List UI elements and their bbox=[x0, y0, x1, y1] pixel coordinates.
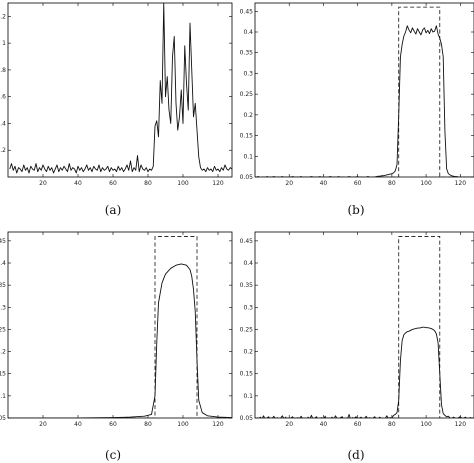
x-tick-label: 100 bbox=[420, 180, 432, 187]
signal-line bbox=[256, 326, 474, 418]
x-tick-label: 60 bbox=[354, 180, 362, 187]
panel-caption: (a) bbox=[105, 203, 122, 217]
x-tick-label: 20 bbox=[285, 421, 293, 428]
x-tick-label: 120 bbox=[212, 421, 224, 428]
x-tick-label: 100 bbox=[177, 180, 189, 187]
y-tick-label: 0.15 bbox=[0, 371, 6, 378]
y-tick-label: 0.45 bbox=[240, 238, 254, 245]
x-tick-label: 60 bbox=[109, 180, 117, 187]
y-tick-label: 0.1 bbox=[0, 393, 6, 400]
axes-frame bbox=[7, 2, 233, 178]
signal-line bbox=[256, 25, 474, 177]
axes-frame bbox=[254, 2, 474, 178]
y-tick-label: 0.35 bbox=[240, 282, 254, 289]
y-tick-label: 1 bbox=[2, 40, 6, 47]
panel-4: 20 40 60 80 100 120 0.05 0.1 0.15 0.2 0.25 0.3 0.35 0… bbox=[240, 231, 474, 462]
x-tick-label: 20 bbox=[39, 180, 47, 187]
x-tick-label: 100 bbox=[177, 421, 189, 428]
y-tick-label: 0.4 bbox=[0, 260, 6, 267]
y-tick-label: 0.3 bbox=[243, 70, 253, 77]
x-tick-label: 80 bbox=[144, 180, 152, 187]
y-tick-label: 0.6 bbox=[0, 94, 6, 101]
y-tick-label: 0.25 bbox=[240, 91, 254, 98]
y-tick-label: 0.45 bbox=[0, 238, 6, 245]
y-tick-label: 0.2 bbox=[0, 349, 6, 356]
y-tick-label: 0.1 bbox=[243, 153, 253, 160]
x-tick-label: 80 bbox=[388, 421, 396, 428]
y-tick-label: 0.3 bbox=[0, 304, 6, 311]
x-tick-label: 60 bbox=[354, 421, 362, 428]
panel-3: 20 40 60 80 100 120 0.05 0.1 0.15 0.2 0.25 0.3 0.35 0… bbox=[0, 231, 233, 462]
x-tick-label: 80 bbox=[388, 180, 396, 187]
x-tick-label: 40 bbox=[320, 180, 328, 187]
y-tick-label: 0.2 bbox=[0, 147, 6, 154]
x-tick-label: 120 bbox=[455, 180, 467, 187]
y-tick-label: 0.8 bbox=[0, 67, 6, 74]
reference-step-line bbox=[255, 236, 474, 418]
y-tick-label: 0.25 bbox=[0, 326, 6, 333]
x-tick-label: 60 bbox=[109, 421, 117, 428]
x-tick-label: 80 bbox=[144, 421, 152, 428]
x-tick-label: 100 bbox=[420, 421, 432, 428]
panel-caption: (b) bbox=[347, 203, 364, 217]
panel-caption: (c) bbox=[105, 448, 121, 462]
axes-frame bbox=[254, 231, 474, 419]
panel-1: 20 40 60 80 100 120 0.2 0.4 0.6 0.8 1 1.2 (a) bbox=[0, 2, 233, 217]
signal-line bbox=[9, 3, 232, 174]
y-tick-label: 0.45 bbox=[240, 8, 254, 15]
reference-step-line bbox=[255, 6, 474, 177]
y-tick-label: 0.35 bbox=[240, 50, 254, 57]
y-tick-label: 0.3 bbox=[243, 304, 253, 311]
y-tick-label: 0.15 bbox=[240, 371, 254, 378]
y-tick-label: 1.2 bbox=[0, 13, 6, 20]
y-tick-label: 0.05 bbox=[0, 415, 6, 422]
x-tick-label: 20 bbox=[285, 180, 293, 187]
y-tick-label: 0.2 bbox=[243, 349, 253, 356]
signal-line bbox=[9, 263, 232, 418]
y-tick-label: 0.4 bbox=[0, 120, 6, 127]
x-tick-label: 40 bbox=[320, 421, 328, 428]
y-tick-label: 0.4 bbox=[243, 260, 253, 267]
y-tick-label: 0.25 bbox=[240, 326, 254, 333]
x-tick-label: 20 bbox=[39, 421, 47, 428]
x-tick-label: 120 bbox=[455, 421, 467, 428]
x-tick-label: 120 bbox=[212, 180, 224, 187]
y-tick-label: 0.05 bbox=[240, 174, 254, 181]
y-tick-label: 0.2 bbox=[243, 112, 253, 119]
y-tick-label: 0.05 bbox=[240, 415, 254, 422]
y-tick-label: 0.1 bbox=[243, 393, 253, 400]
x-tick-label: 40 bbox=[74, 180, 82, 187]
y-tick-label: 0.35 bbox=[0, 282, 6, 289]
y-tick-label: 0.15 bbox=[240, 133, 254, 140]
y-tick-label: 0.4 bbox=[243, 29, 253, 36]
panel-2: 20 40 60 80 100 120 0.05 0.1 0.15 0.2 0.25 0.3 0.35 0… bbox=[240, 2, 474, 217]
panel-caption: (d) bbox=[347, 448, 364, 462]
x-tick-label: 40 bbox=[74, 421, 82, 428]
